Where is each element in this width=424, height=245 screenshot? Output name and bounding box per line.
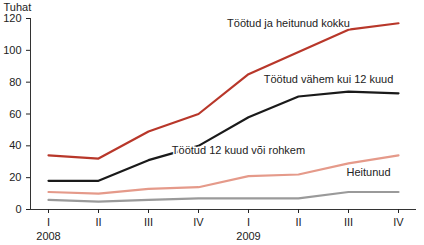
- svg-text:0: 0: [15, 203, 21, 215]
- svg-text:Töötud vähem kui 12 kuud: Töötud vähem kui 12 kuud: [264, 73, 394, 85]
- svg-text:2008: 2008: [36, 230, 60, 242]
- svg-text:III: III: [344, 216, 353, 228]
- svg-text:IV: IV: [393, 216, 404, 228]
- svg-text:Töötud 12 kuud või rohkem: Töötud 12 kuud või rohkem: [172, 144, 305, 156]
- svg-text:80: 80: [9, 76, 21, 88]
- svg-text:II: II: [295, 216, 301, 228]
- svg-text:IV: IV: [193, 216, 204, 228]
- svg-text:I: I: [247, 216, 250, 228]
- svg-text:Heitunud: Heitunud: [346, 166, 390, 178]
- svg-text:100: 100: [3, 44, 21, 56]
- svg-text:III: III: [144, 216, 153, 228]
- svg-text:II: II: [95, 216, 101, 228]
- svg-text:Tuhat: Tuhat: [4, 1, 32, 13]
- svg-text:120: 120: [3, 12, 21, 24]
- svg-text:I: I: [47, 216, 50, 228]
- svg-text:2009: 2009: [236, 230, 260, 242]
- svg-text:Töötud ja heitunud kokku: Töötud ja heitunud kokku: [227, 17, 350, 29]
- svg-text:40: 40: [9, 139, 21, 151]
- svg-text:60: 60: [9, 108, 21, 120]
- svg-text:20: 20: [9, 171, 21, 183]
